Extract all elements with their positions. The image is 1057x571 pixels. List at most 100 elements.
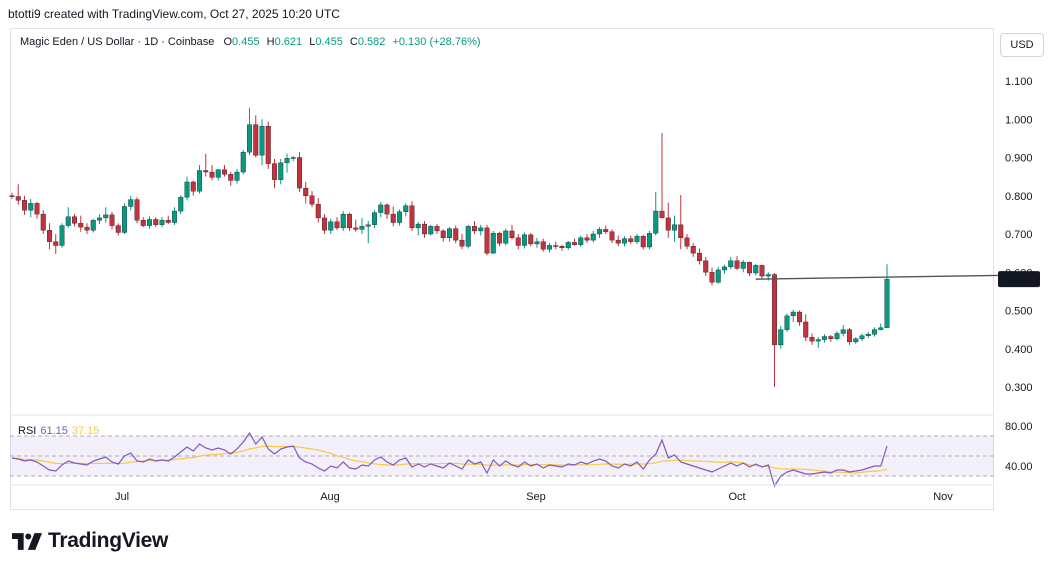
candle — [865, 331, 871, 339]
candle — [747, 261, 752, 277]
candle-body — [97, 217, 102, 221]
candle-body — [434, 226, 440, 232]
rsi-tick-label: 80.00 — [1005, 421, 1033, 433]
candle-body — [872, 329, 877, 335]
candle-body — [572, 242, 577, 245]
candle — [40, 210, 46, 234]
candle-body — [278, 162, 284, 180]
candle — [315, 198, 321, 223]
candle-body — [853, 338, 859, 343]
candle-body — [397, 211, 402, 223]
candle-body — [128, 199, 134, 207]
price-axis[interactable]: 1.1001.0000.9000.8000.7000.6000.5000.400… — [1005, 76, 1033, 394]
candle — [553, 241, 559, 250]
candle — [165, 215, 171, 225]
candle — [422, 220, 427, 238]
horizontal-trendline[interactable] — [755, 274, 1006, 280]
currency-button[interactable]: USD — [1000, 33, 1044, 57]
candle — [603, 225, 609, 234]
candle-body — [884, 278, 890, 328]
candle — [378, 201, 384, 218]
candle — [815, 337, 821, 348]
close-label: C — [349, 36, 358, 48]
candle-body — [428, 226, 434, 235]
candle — [353, 219, 359, 232]
candle — [615, 235, 621, 247]
candle — [53, 234, 59, 254]
price-tick-label: 0.800 — [1005, 191, 1033, 203]
candle — [372, 210, 377, 228]
candle-body — [859, 335, 865, 339]
candle-body — [322, 217, 327, 231]
candle — [272, 159, 277, 189]
candle-body — [309, 195, 315, 205]
candle-body — [472, 226, 477, 232]
candle-body — [172, 210, 177, 223]
candle-body — [697, 252, 702, 261]
candle-body — [672, 224, 677, 231]
candle-body — [222, 169, 227, 175]
tradingview-logo-icon — [12, 532, 42, 550]
candle — [547, 243, 552, 253]
time-tick-label: Jul — [115, 491, 129, 503]
candle — [803, 314, 809, 342]
tradingview-logo[interactable]: TradingView — [12, 529, 168, 553]
candle-body — [90, 220, 96, 231]
candle-body — [840, 329, 846, 334]
candle — [653, 191, 659, 236]
candle — [503, 228, 509, 246]
candle-body — [803, 321, 809, 338]
candle-body — [78, 223, 84, 228]
rsi-label[interactable]: RSI — [18, 425, 37, 437]
last-price-tag: 0.582 — [998, 271, 1040, 288]
candle-body — [347, 213, 352, 229]
candle-body — [684, 237, 690, 247]
candle — [797, 310, 802, 326]
candle — [47, 223, 52, 250]
candle-body — [540, 241, 546, 250]
candle — [809, 333, 815, 345]
candle — [334, 217, 340, 231]
candle-body — [153, 219, 159, 225]
candle-body — [465, 226, 471, 247]
candle-body — [647, 233, 652, 248]
candle-body — [353, 227, 359, 230]
candle — [753, 263, 759, 276]
candle — [509, 224, 515, 240]
candle — [859, 333, 865, 342]
candle — [90, 218, 96, 233]
candle — [415, 221, 421, 236]
candle — [140, 217, 146, 228]
candle-body — [640, 236, 646, 248]
candle — [340, 211, 346, 231]
candle-body — [484, 227, 490, 254]
candle-body — [215, 169, 221, 178]
candle-body — [72, 216, 77, 224]
rsi-tick-label: 40.00 — [1005, 461, 1033, 473]
candle — [172, 207, 177, 225]
candle — [159, 217, 165, 228]
candle — [822, 334, 827, 343]
candle — [847, 328, 852, 345]
candle — [184, 176, 190, 201]
candle-body — [228, 174, 234, 181]
candle-body — [822, 336, 827, 340]
candle — [409, 201, 415, 231]
candle — [247, 107, 252, 156]
time-axis[interactable]: Jul Aug Sep Oct Nov — [115, 491, 953, 503]
attribution-text: btotti9 created with TradingView.com, Oc… — [8, 7, 340, 21]
candle — [678, 194, 684, 250]
candle-body — [203, 170, 209, 173]
candle-body — [272, 163, 277, 180]
candle-body — [597, 229, 602, 235]
rsi-line — [11, 431, 888, 488]
candle-body — [47, 230, 52, 242]
candle — [590, 230, 596, 243]
candle-body — [109, 214, 115, 226]
symbol-title[interactable]: Magic Eden / US Dollar · 1D · Coinbase — [20, 36, 215, 48]
candle-body — [40, 213, 46, 231]
candle — [65, 207, 71, 228]
candle-body — [359, 226, 365, 230]
candle — [597, 227, 602, 238]
